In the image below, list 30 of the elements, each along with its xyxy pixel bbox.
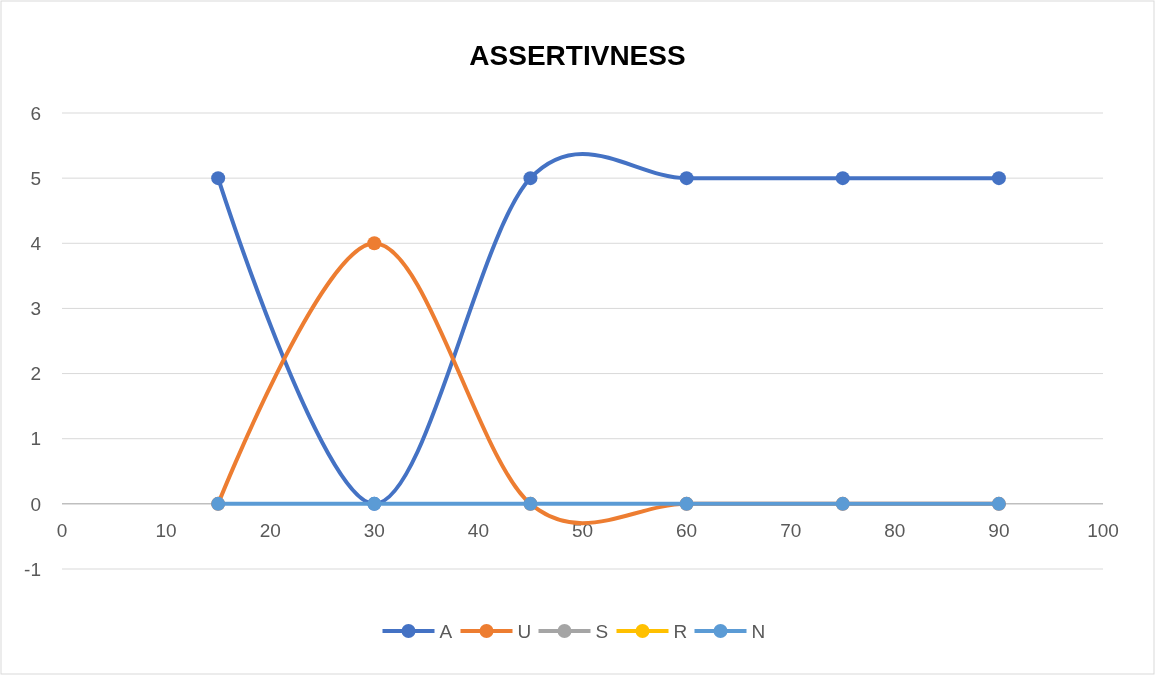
y-tick-label: 4 (30, 232, 42, 254)
point (211, 171, 226, 186)
x-tick-label: 90 (988, 519, 1010, 541)
legend-label: A (439, 620, 453, 642)
x-tick-label: 80 (884, 519, 906, 541)
legend-label: N (751, 620, 766, 642)
point (679, 171, 694, 186)
y-tick-label: 2 (30, 363, 41, 385)
y-tick-label: -1 (24, 558, 41, 580)
x-tick-label: 0 (56, 519, 68, 541)
legend-label: R (673, 620, 688, 642)
x-tick-label: 40 (467, 519, 489, 541)
chart-title: ASSERTIVNESS (469, 40, 686, 71)
y-tick-label: 5 (30, 167, 41, 189)
y-tick-label: 1 (30, 428, 41, 450)
x-tick-label: 20 (259, 519, 281, 541)
y-tick-label: 0 (30, 493, 41, 515)
x-tick-label: 10 (155, 519, 177, 541)
point (367, 236, 382, 251)
y-tick-label: 6 (30, 102, 41, 124)
x-tick-label: 70 (780, 519, 802, 541)
legend-label: S (595, 620, 609, 642)
point (523, 171, 538, 186)
x-tick-label: 100 (1087, 519, 1119, 541)
x-tick-label: 60 (676, 519, 698, 541)
point (835, 171, 850, 186)
legend-label: U (517, 620, 532, 642)
y-tick-label: 3 (30, 298, 41, 320)
point (991, 171, 1006, 186)
x-tick-label: 30 (363, 519, 385, 541)
